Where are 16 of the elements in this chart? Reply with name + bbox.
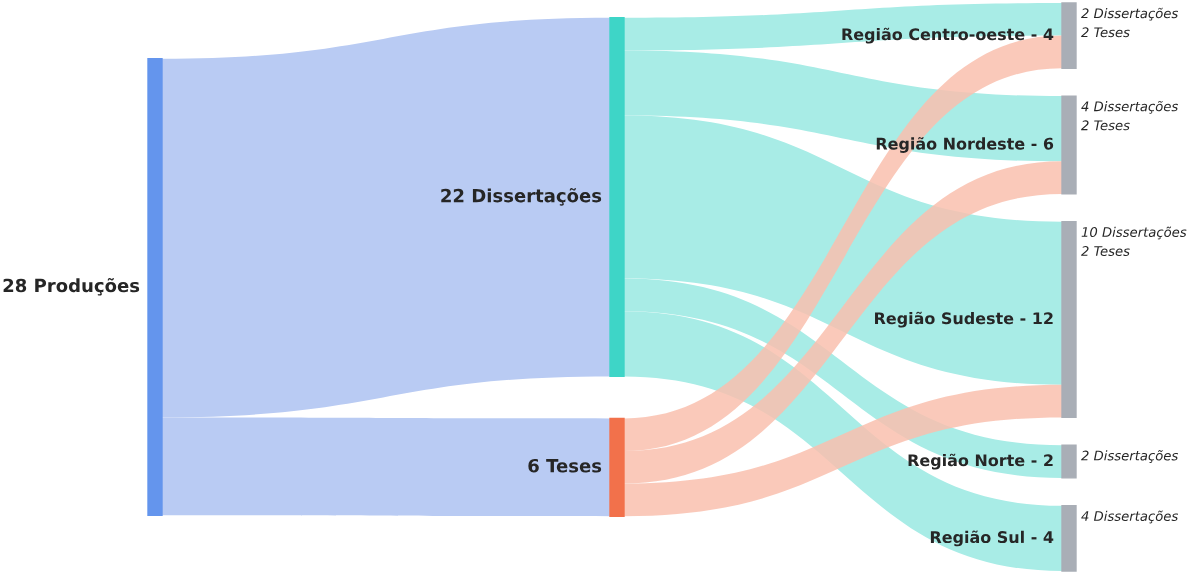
data-label: 2 Teses (1081, 120, 1130, 131)
category-label: Região Nordeste - 6 (876, 137, 1054, 153)
category-label: Região Sudeste - 12 (875, 311, 1053, 328)
data-label: 10 Dissertações (1081, 226, 1187, 240)
data-label: 2 Dissertações (1081, 7, 1179, 21)
text: 22 Dissertações (441, 188, 602, 206)
category-label: Região Sul - 4 (930, 530, 1054, 547)
category-label: Região Norte - 2 (908, 453, 1053, 470)
data-label: 2 Teses (1081, 27, 1130, 38)
text: 28 Produções (3, 277, 140, 296)
text: 6 Teses (528, 458, 602, 473)
category-label: Região Centro-oeste - 4 (842, 27, 1054, 44)
data-label: 4 Dissertações (1081, 100, 1179, 114)
data-label: 2 Dissertações (1081, 450, 1179, 463)
data-label: 2 Teses (1081, 246, 1130, 257)
data-label: 4 Dissertações (1081, 510, 1179, 524)
